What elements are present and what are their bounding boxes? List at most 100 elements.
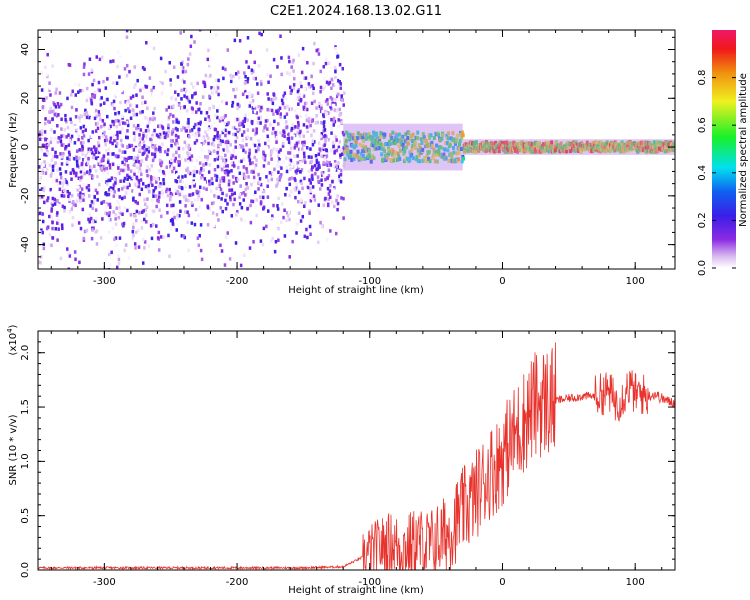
heatmap-cell — [194, 110, 198, 114]
heatmap-cell — [187, 105, 190, 109]
heatmap-cell — [171, 139, 174, 143]
heatmap-cell — [44, 121, 47, 126]
heatmap-cell — [120, 187, 124, 191]
heatmap-cell — [252, 170, 255, 174]
heatmap-cell — [461, 130, 465, 135]
heatmap-cell — [88, 57, 92, 61]
heatmap-cell — [367, 132, 371, 137]
heatmap-cell — [60, 143, 64, 147]
heatmap-cell — [43, 152, 46, 157]
heatmap-cell — [254, 205, 257, 210]
heatmap-cell — [216, 151, 219, 155]
heatmap-cell — [391, 130, 395, 135]
heatmap-cell — [50, 207, 54, 211]
heatmap-cell — [497, 149, 501, 154]
heatmap-cell — [199, 110, 203, 115]
heatmap-cell — [386, 141, 390, 146]
heatmap-cell — [333, 101, 337, 106]
heatmap-cell — [49, 173, 53, 178]
heatmap-cell — [300, 112, 304, 117]
heatmap-cell — [409, 134, 413, 139]
heatmap-cell — [202, 163, 205, 167]
heatmap-cell — [370, 139, 374, 144]
heatmap-cell — [72, 171, 76, 175]
heatmap-cell — [132, 157, 136, 162]
heatmap-cell — [121, 150, 125, 154]
heatmap-cell — [185, 109, 189, 113]
heatmap-cell — [168, 254, 171, 259]
heatmap-cell — [87, 188, 91, 192]
heatmap-cell — [197, 194, 200, 198]
heatmap-cell — [308, 186, 312, 191]
heatmap-cell — [104, 211, 107, 215]
heatmap-cell — [175, 118, 179, 123]
heatmap-cell — [180, 186, 184, 191]
heatmap-cell — [286, 105, 289, 109]
heatmap-cell — [258, 177, 262, 181]
heatmap-cell — [304, 113, 308, 118]
heatmap-cell — [340, 120, 344, 125]
heatmap-cell — [281, 133, 285, 137]
heatmap-cell — [186, 220, 189, 225]
heatmap-cell — [80, 175, 83, 180]
heatmap-cell — [131, 236, 134, 241]
heatmap-cell — [135, 230, 138, 234]
heatmap-cell — [266, 184, 269, 189]
heatmap-cell — [288, 176, 292, 181]
heatmap-cell — [174, 133, 178, 138]
heatmap-cell — [188, 228, 191, 232]
heatmap-cell — [313, 99, 316, 104]
heatmap-cell — [133, 168, 136, 173]
heatmap-cell — [279, 34, 282, 39]
heatmap-cell — [183, 140, 187, 145]
heatmap-cell — [294, 169, 298, 174]
heatmap-cell — [46, 198, 49, 203]
heatmap-cell — [94, 156, 98, 160]
heatmap-cell — [263, 154, 267, 158]
heatmap-cell — [205, 187, 208, 192]
heatmap-cell — [257, 104, 261, 109]
heatmap-cell — [93, 195, 96, 199]
heatmap-cell — [339, 82, 342, 86]
heatmap-cell — [106, 182, 109, 186]
heatmap-cell — [140, 226, 144, 230]
heatmap-cell — [541, 145, 545, 150]
heatmap-cell — [318, 101, 321, 106]
heatmap-cell — [289, 189, 293, 194]
heatmap-cell — [66, 160, 69, 164]
heatmap-cell — [74, 213, 77, 218]
heatmap-cell — [318, 109, 322, 113]
heatmap-cell — [332, 144, 335, 149]
heatmap-cell — [193, 91, 196, 96]
heatmap-cell — [208, 55, 211, 59]
heatmap-cell — [114, 217, 117, 221]
heatmap-cell — [163, 173, 167, 177]
heatmap-cell — [91, 155, 95, 160]
heatmap-cell — [222, 163, 226, 167]
heatmap-cell — [157, 230, 161, 235]
y-tick-label: 0.0 — [20, 562, 31, 578]
heatmap-cell — [39, 255, 43, 259]
heatmap-cell — [335, 138, 338, 142]
heatmap-cell — [592, 141, 596, 146]
heatmap-cell — [206, 222, 210, 227]
heatmap-cell — [186, 198, 190, 203]
heatmap-cell — [54, 91, 57, 95]
x-tick-label: -300 — [93, 577, 116, 588]
heatmap-cell — [53, 136, 57, 141]
heatmap-cell — [339, 168, 343, 173]
heatmap-cell — [524, 143, 528, 148]
heatmap-cell — [429, 133, 433, 138]
heatmap-cell — [328, 160, 331, 165]
heatmap-cell — [263, 141, 267, 146]
heatmap-cell — [72, 100, 76, 104]
heatmap-cell — [103, 122, 106, 127]
heatmap-cell — [219, 187, 223, 192]
heatmap-cell — [217, 92, 220, 97]
heatmap-cell — [54, 150, 57, 155]
heatmap-cell — [211, 211, 215, 215]
heatmap-cell — [42, 163, 45, 167]
heatmap-cell — [355, 153, 359, 158]
heatmap-cell — [245, 143, 248, 147]
heatmap-cell — [232, 181, 235, 185]
